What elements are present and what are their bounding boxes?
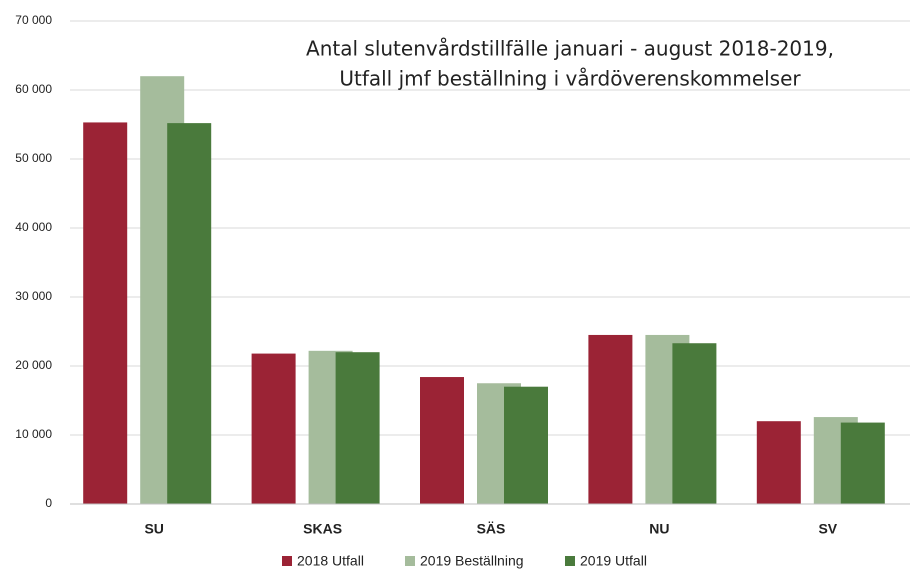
legend-swatch [565,556,575,566]
bar [504,386,548,504]
y-tick-label: 50 000 [15,151,52,165]
bar [588,334,633,504]
chart-title: Utfall jmf beställning i vårdöverenskomm… [339,67,801,91]
y-tick-label: 10 000 [15,427,52,441]
y-tick-label: 70 000 [15,13,52,27]
bar [672,343,717,504]
bar [251,353,296,504]
legend-swatch [282,556,292,566]
bar [840,422,885,504]
y-tick-label: 20 000 [15,358,52,372]
x-tick-label: SÄS [477,521,506,537]
y-tick-label: 40 000 [15,220,52,234]
legend-swatch [405,556,415,566]
chart-title: Antal slutenvårdstillfälle januari - aug… [306,37,834,61]
legend-label: 2019 Utfall [580,553,647,569]
bar [335,352,380,504]
legend-label: 2019 Beställning [420,553,524,569]
y-tick-label: 0 [45,496,52,510]
x-tick-label: SU [144,521,163,537]
bar [420,377,464,504]
y-tick-label: 60 000 [15,82,52,96]
x-tick-label: NU [649,521,669,537]
legend-label: 2018 Utfall [297,553,364,569]
x-tick-label: SV [818,521,837,537]
bar [83,122,128,505]
bar [167,123,212,505]
y-tick-label: 30 000 [15,289,52,303]
bar [756,421,801,504]
x-tick-label: SKAS [303,521,342,537]
